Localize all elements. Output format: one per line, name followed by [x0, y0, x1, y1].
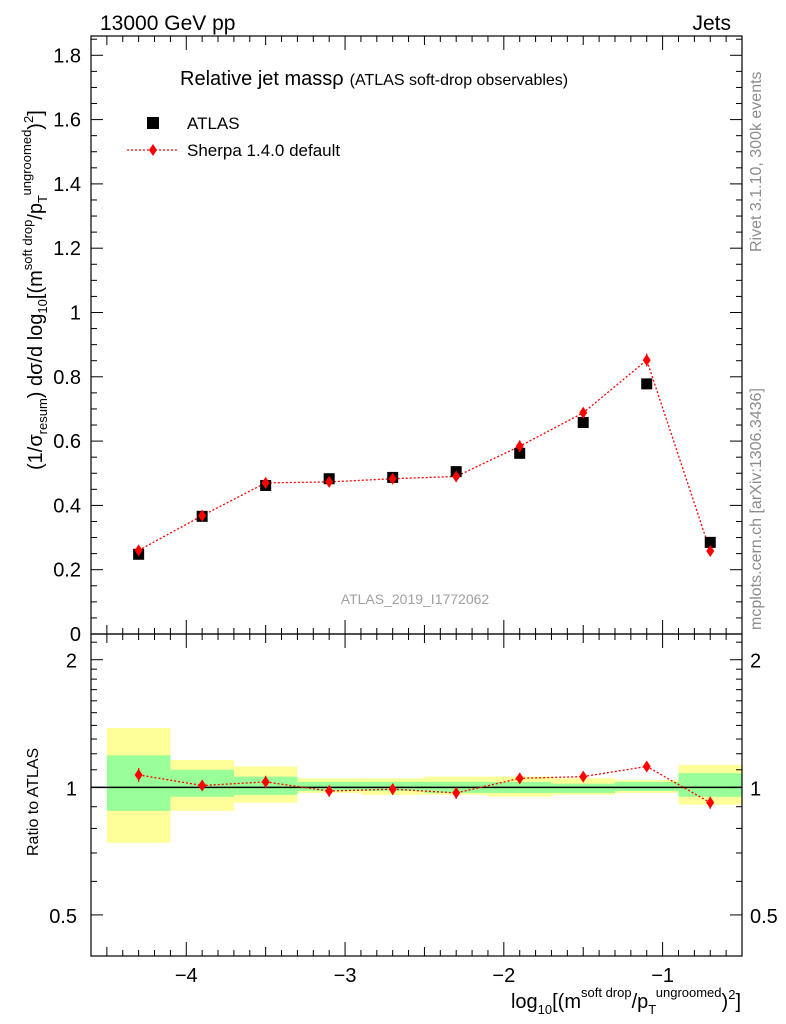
ratio-mc-point	[261, 775, 270, 788]
atlas-point	[704, 536, 716, 548]
ratio-y-tick-label-right: 2	[750, 651, 761, 673]
y-tick-label: 0.2	[53, 560, 81, 582]
ratio-y-tick-label-right: 1	[750, 778, 761, 800]
ratio-band-inner	[551, 783, 615, 793]
atlas-point	[641, 378, 653, 390]
ratio-band-inner	[678, 773, 742, 797]
y-tick-label: 0.6	[53, 431, 81, 453]
ratio-mc-point	[706, 796, 715, 809]
mc-point	[706, 545, 715, 558]
ratio-band-inner	[614, 781, 679, 792]
ratio-y-tick-label: 0.5	[49, 906, 77, 928]
ratio-mc-point	[452, 786, 461, 799]
x-tick-label: −2	[492, 965, 515, 987]
y-tick-label: 1.2	[53, 238, 81, 260]
x-tick-label: −3	[334, 965, 357, 987]
legend-mc-marker	[149, 144, 157, 156]
y-tick-label: 0.8	[53, 367, 81, 389]
ylabel-main: (1/σresum) dσ/d log10[(msoft drop/pTungr…	[19, 110, 50, 470]
mc-point	[642, 354, 651, 367]
y-tick-label: 0	[70, 624, 81, 646]
legend-data-marker	[147, 117, 159, 129]
ratio-y-tick-label: 2	[66, 651, 77, 673]
side-rivet: Rivet 3.1.10, 300k events	[748, 71, 765, 252]
mc-point	[388, 472, 397, 485]
mc-point	[198, 509, 207, 522]
mc-line	[138, 358, 711, 552]
ratio-mc-point	[388, 783, 397, 796]
ratio-panel: −4 −3 −2 −1 0.5 0.5 1 1 2 2	[49, 633, 778, 987]
xlabel: log10[(msoft drop/pTungroomed)2]	[511, 985, 741, 1017]
ratio-band-inner	[106, 755, 171, 811]
y-tick-label: 1.6	[53, 110, 81, 132]
mc-point	[134, 544, 143, 557]
mc-point	[325, 475, 334, 488]
ratio-frame	[90, 633, 743, 957]
analysis-watermark: ATLAS_2019_I1772062	[341, 591, 490, 607]
legend-data-label: ATLAS	[187, 114, 240, 133]
legend: ATLAS Sherpa 1.4.0 default	[127, 114, 340, 160]
ratio-mc-point	[515, 772, 524, 785]
mc-point	[261, 476, 270, 489]
x-tick-label: −4	[175, 965, 198, 987]
y-tick-label: 1.4	[53, 174, 81, 196]
ratio-y-tick-label: 1	[66, 778, 77, 800]
ratio-y-tick-label-right: 0.5	[750, 906, 778, 928]
legend-mc-label: Sherpa 1.4.0 default	[187, 141, 340, 160]
ratio-mc-line	[138, 765, 711, 804]
y-tick-label: 0.4	[53, 495, 81, 517]
ylabel-ratio: Ratio to ATLAS	[25, 748, 42, 856]
atlas-point	[577, 416, 589, 428]
mc-point	[452, 470, 461, 483]
ratio-mc-point	[579, 770, 588, 783]
mc-point	[515, 440, 524, 453]
side-mcplots: mcplots.cern.ch [arXiv:1306.3436]	[748, 388, 765, 630]
ratio-mc-point	[325, 785, 334, 798]
y-tick-label: 1	[70, 302, 81, 324]
ratio-mc-point	[642, 760, 651, 773]
atlas-point	[514, 447, 526, 459]
main-panel: 0 0.2 0.4 0.6 0.8 1 1.2 1.4 1.6 1.8	[53, 35, 743, 646]
title-rho: ρ	[332, 68, 343, 90]
y-tick-label: 1.8	[53, 45, 81, 67]
ratio-mc-point	[134, 768, 143, 781]
plot-title: Relative jet massρ (ATLAS soft-drop obser…	[180, 68, 568, 90]
ratio-mc-point	[198, 779, 207, 792]
x-tick-label: −1	[651, 965, 674, 987]
mc-point	[579, 406, 588, 419]
title-main: Relative jet mass	[180, 68, 332, 90]
header-left: 13000 GeV pp	[100, 12, 235, 35]
title-sub: (ATLAS soft-drop observables)	[350, 72, 568, 89]
header-right: Jets	[692, 12, 731, 35]
